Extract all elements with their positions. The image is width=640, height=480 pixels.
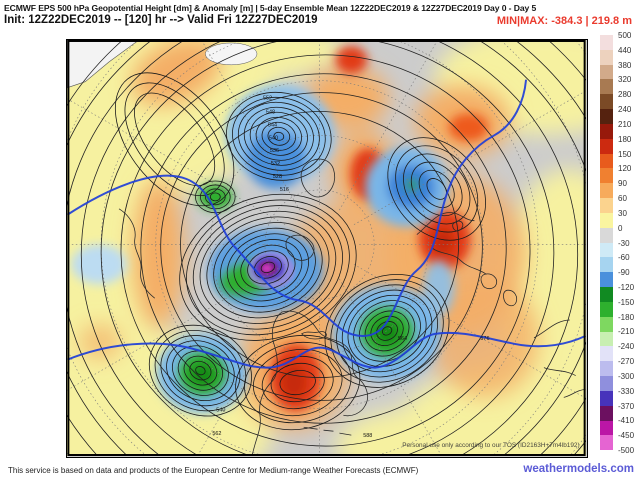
height-contours xyxy=(114,72,487,431)
weathermodels-link[interactable]: weathermodels.com xyxy=(523,463,634,475)
colorbar-band xyxy=(600,405,613,421)
anomaly-red-cores xyxy=(269,45,489,412)
colorbar-band xyxy=(600,420,613,436)
colorbar-band xyxy=(600,49,613,65)
contour-label: 540 xyxy=(216,407,225,413)
colorbar-band xyxy=(600,109,613,124)
map-canvas: 552 548 544 540 536 532 528 516 564 576 540 562 588 … xyxy=(66,39,588,458)
colorbar-tick: -120 xyxy=(618,282,635,292)
contour-label: 544 xyxy=(268,122,277,128)
coastlines xyxy=(118,158,586,456)
contour-label: 562 xyxy=(212,431,221,437)
colorbar-band xyxy=(600,272,613,288)
corner-landmass xyxy=(67,40,258,89)
colorbar-tick: -300 xyxy=(618,371,635,381)
colorbar-tick: 500 xyxy=(618,31,632,40)
colorbar-tick: -240 xyxy=(618,342,635,352)
colorbar-band xyxy=(600,331,613,347)
colorbar-tick: -30 xyxy=(618,238,630,248)
colorbar-tick: -370 xyxy=(618,401,635,411)
colorbar-band xyxy=(600,435,613,451)
colorbar-band xyxy=(600,361,613,377)
colorbar-band xyxy=(600,138,613,154)
colorbar-tick: -500 xyxy=(618,446,635,455)
colorbar-band xyxy=(600,153,613,169)
colorbar-tick: 60 xyxy=(618,194,627,204)
colorbar-tick: -450 xyxy=(618,431,635,441)
chart-title: ECMWF EPS 500 hPa Geopotential Height [d… xyxy=(4,3,537,13)
colorbar-band xyxy=(600,346,613,362)
colorbar-tick: 380 xyxy=(618,60,632,70)
colorbar-tick: 440 xyxy=(618,45,632,55)
colorbar-band xyxy=(600,123,613,139)
colorbar-tick: 30 xyxy=(618,208,627,218)
contour-value-labels: 552 548 544 540 536 532 528 516 564 576 540 562 588 xyxy=(212,96,489,440)
colorbar-band xyxy=(600,212,613,228)
colorbar-band xyxy=(600,301,613,317)
minmax-readout: MIN|MAX: -384.3 | 219.8 m xyxy=(496,15,632,27)
colorbar-tick: -210 xyxy=(618,327,635,337)
colorbar-band xyxy=(600,64,613,80)
colorbar-tick: -150 xyxy=(618,297,635,307)
colorbar-tick: -60 xyxy=(618,253,630,263)
contour-label: 552 xyxy=(263,96,272,102)
colorbar-band xyxy=(600,94,613,110)
colorbar-band xyxy=(600,376,613,391)
colorbar-tick: 120 xyxy=(618,164,632,174)
colorbar-tick: 150 xyxy=(618,149,632,159)
init-valid-line: Init: 12Z22DEC2019 -- [120] hr --> Valid… xyxy=(4,14,318,26)
colorbar-tick: 90 xyxy=(618,179,627,189)
colorbar-tick: 280 xyxy=(618,90,632,100)
contour-label: 516 xyxy=(280,187,289,193)
colorbar-band xyxy=(600,316,613,332)
colorbar-band xyxy=(600,183,613,199)
contour-label: 536 xyxy=(270,148,279,154)
contour-label: 588 xyxy=(363,433,372,439)
colorbar-band xyxy=(600,79,613,95)
colorbar-band xyxy=(600,390,613,406)
contour-label: 532 xyxy=(271,161,280,167)
highlight-blue-contours xyxy=(67,79,586,369)
colorbar-tick: -270 xyxy=(618,357,635,367)
colorbar-tick-labels: 500 440 380 320 280 240 210 180 150 120 90 60 30 0 -30… xyxy=(618,31,640,455)
colorbar-band xyxy=(600,287,613,302)
colorbar-tick: 210 xyxy=(618,119,632,129)
colorbar-band xyxy=(600,198,613,213)
contour-label: 548 xyxy=(266,109,275,115)
colorbar-band xyxy=(600,227,613,243)
colorbar-tick: 320 xyxy=(618,75,632,85)
colorbar-band xyxy=(600,242,613,258)
anomaly-colorbar xyxy=(600,35,613,451)
colorbar-tick: 0 xyxy=(618,223,623,233)
contour-label: 540 xyxy=(269,135,278,141)
colorbar-band xyxy=(600,168,613,184)
colorbar-tick: -330 xyxy=(618,386,635,396)
colorbar-tick: -90 xyxy=(618,268,630,278)
colorbar-tick: -410 xyxy=(618,416,635,426)
colorbar-tick: 180 xyxy=(618,134,632,144)
colorbar-tick: -180 xyxy=(618,312,635,322)
contour-label: 576 xyxy=(480,336,489,342)
ecmwf-attribution: This service is based on data and produc… xyxy=(8,466,419,475)
colorbar-band xyxy=(600,35,613,50)
colorbar-band xyxy=(600,257,613,273)
tos-watermark: Personal use only according to our TOS (… xyxy=(402,442,579,449)
contour-label: 528 xyxy=(273,174,282,180)
anomaly-green-cores xyxy=(178,179,417,396)
contour-label: 564 xyxy=(398,336,407,342)
colorbar-tick: 240 xyxy=(618,105,632,115)
map-border xyxy=(67,40,586,456)
